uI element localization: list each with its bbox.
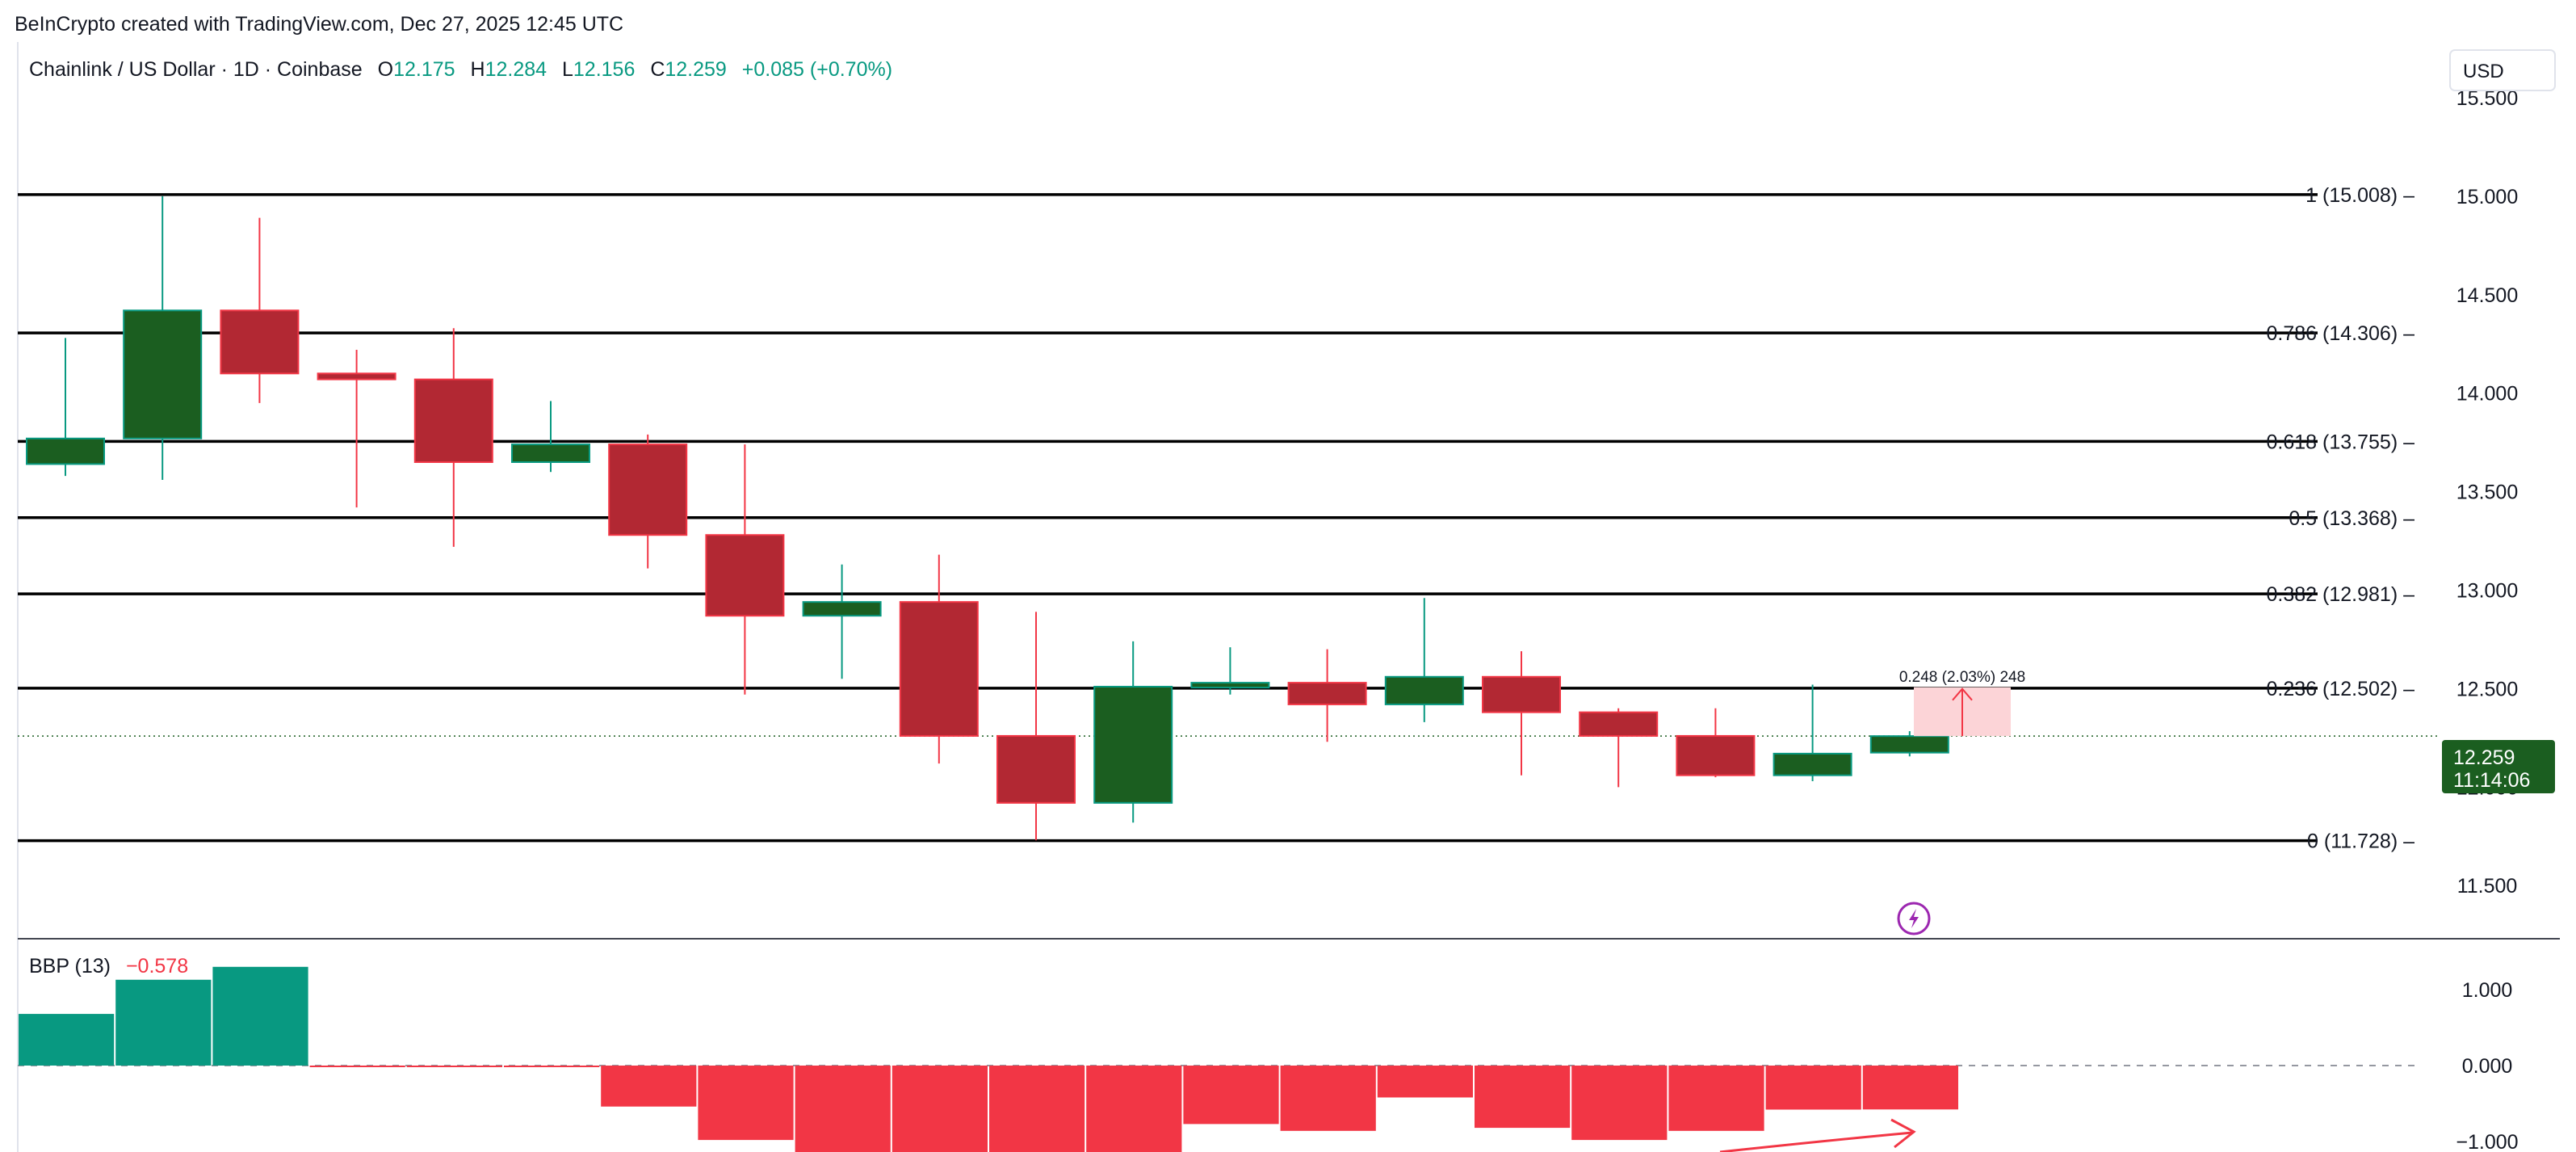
bbp-bar-15 [1475, 1066, 1571, 1129]
fib-label-2: 0.618 (13.755) – [2267, 431, 2415, 453]
legend-symbol: Chainlink / US Dollar · 1D · Coinbase [29, 58, 363, 81]
bbp-bar-16 [1571, 1066, 1668, 1141]
price-tick-5: 13.000 [2456, 580, 2518, 603]
bbp-bar-12 [1183, 1066, 1279, 1125]
candle-body-9[interactable] [899, 601, 979, 737]
candle-body-3[interactable] [317, 372, 396, 380]
price-tick-2: 14.500 [2456, 284, 2518, 307]
fib-label-3: 0.5 (13.368) – [2289, 507, 2414, 530]
bbp-bar-6 [601, 1066, 697, 1107]
legend-l-label: L [562, 58, 573, 81]
bbp-bar-19 [1862, 1066, 1958, 1110]
candle-body-17[interactable] [1676, 734, 1756, 776]
bbp-tick-1: 0.000 [2462, 1055, 2513, 1078]
price-tick-3: 14.000 [2456, 383, 2518, 406]
candle-body-19[interactable] [1869, 735, 1949, 754]
bbp-bar-13 [1280, 1066, 1376, 1131]
bbp-bar-7 [698, 1066, 794, 1141]
candle-body-8[interactable] [802, 601, 882, 617]
candle-body-0[interactable] [26, 437, 105, 465]
measure-arrow-head [1952, 687, 1973, 701]
legend-c-label: C [650, 58, 665, 81]
watermark: BeInCrypto created with TradingView.com,… [15, 13, 623, 36]
fib-label-0: 1 (15.008) – [2305, 184, 2414, 207]
legend-l-value: 12.156 [573, 58, 635, 81]
legend-h-label: H [471, 58, 485, 81]
candle-body-5[interactable] [511, 444, 590, 464]
current-price-tag: 12.259 11:14:06 [2442, 740, 2555, 793]
currency-label: USD [2463, 61, 2504, 82]
bbp-tick-0: 1.000 [2462, 979, 2513, 1002]
candlestick-series[interactable] [26, 196, 1949, 841]
indicator-name: BBP (13) [29, 955, 111, 978]
bbp-bar-14 [1377, 1066, 1473, 1098]
candle-body-16[interactable] [1579, 711, 1659, 737]
indicator-value: −0.578 [126, 955, 188, 978]
candle-body-4[interactable] [413, 378, 493, 464]
currency-button[interactable]: USD [2449, 49, 2556, 91]
bbp-bar-2 [212, 966, 308, 1066]
candle-body-11[interactable] [1093, 685, 1173, 804]
price-tick-1: 15.000 [2456, 186, 2518, 208]
candle-body-6[interactable] [608, 444, 688, 536]
bbp-tick-2: −1.000 [2456, 1131, 2518, 1152]
price-tick-4: 13.500 [2456, 481, 2518, 504]
legend-o-value: 12.175 [393, 58, 455, 81]
candle-body-10[interactable] [996, 734, 1076, 804]
legend-h-value: 12.284 [485, 58, 548, 81]
fib-label-6: 0 (11.728) – [2307, 830, 2414, 853]
legend-change: +0.085 (+0.70%) [742, 58, 892, 81]
price-tick-8: 11.500 [2457, 875, 2518, 898]
bbp-bar-9 [892, 1066, 988, 1152]
fibonacci-retracement[interactable]: 1 (15.008) – 0.786 (14.306) – 0.618 (13.75… [18, 184, 2414, 853]
price-axis[interactable]: 15.50015.00014.50014.00013.50013.00012.5… [2456, 87, 2518, 1152]
fib-label-4: 0.382 (12.981) – [2267, 583, 2415, 606]
bbp-bar-5 [504, 1066, 600, 1067]
bbp-histogram [19, 966, 1958, 1152]
lightning-icon[interactable] [1897, 902, 1931, 935]
candle-body-15[interactable] [1482, 675, 1561, 713]
price-tick-6: 12.500 [2456, 678, 2518, 700]
fib-label-5: 0.236 (12.502) – [2267, 678, 2415, 700]
legend-c-value: 12.259 [665, 58, 726, 81]
candle-body-1[interactable] [123, 309, 203, 439]
bbp-bar-10 [989, 1066, 1085, 1152]
legend-o-label: O [378, 58, 393, 81]
bbp-bar-17 [1668, 1066, 1764, 1131]
measure-label: 0.248 (2.03%) 248 [1899, 669, 2025, 686]
indicator-legend: BBP (13) −0.578 [29, 955, 188, 978]
trend-arrow[interactable] [1719, 1118, 1916, 1152]
bbp-bar-11 [1086, 1066, 1182, 1152]
candle-body-2[interactable] [220, 309, 300, 375]
candle-body-13[interactable] [1287, 682, 1367, 705]
candle-body-18[interactable] [1773, 752, 1852, 776]
candle-body-12[interactable] [1190, 682, 1270, 689]
bbp-bar-0 [19, 1014, 115, 1066]
bbp-bar-4 [406, 1066, 502, 1067]
fib-label-1: 0.786 (14.306) – [2267, 322, 2415, 345]
candle-body-7[interactable] [705, 534, 785, 617]
bbp-bar-1 [115, 979, 212, 1066]
bbp-bar-8 [795, 1066, 891, 1152]
price-range-measure[interactable]: 0.248 (2.03%) 248 [1899, 669, 2025, 737]
candle-body-14[interactable] [1384, 675, 1464, 705]
current-price-label: 12.259 [2453, 746, 2515, 769]
bbp-bar-3 [309, 1066, 405, 1067]
bar-countdown: 11:14:06 [2453, 769, 2530, 792]
bbp-bar-18 [1765, 1066, 1861, 1110]
legend: Chainlink / US Dollar · 1D · Coinbase O1… [29, 58, 892, 81]
